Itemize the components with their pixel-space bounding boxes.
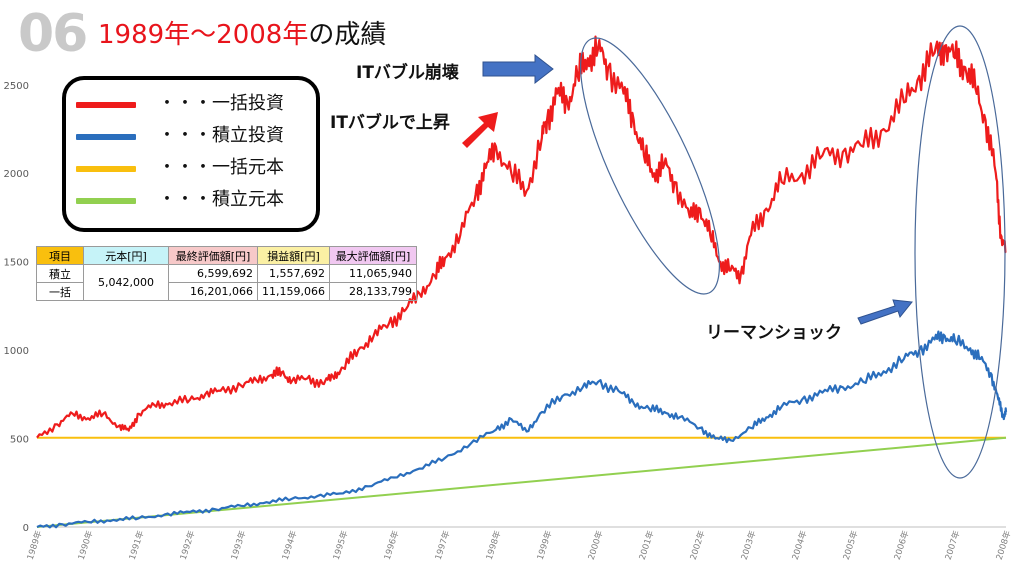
annotation-it-bubble-collapse: ITバブル崩壊 xyxy=(356,63,459,83)
final-value-cell: 6,599,692 xyxy=(168,264,258,283)
x-tick-label: 1994年 xyxy=(280,529,300,562)
row-label: 一括 xyxy=(36,282,84,301)
it-rise-arrow-icon xyxy=(462,112,498,148)
legend-label: ・・・一括投資 xyxy=(158,93,284,114)
x-tick-label: 2003年 xyxy=(739,529,759,562)
dca-line xyxy=(36,330,1008,529)
y-tick-label: 2000 xyxy=(4,169,29,180)
annotation-it-bubble-rise: ITバブルで上昇 xyxy=(330,113,450,133)
max-value-cell: 11,065,940 xyxy=(328,264,417,283)
legend-swatch xyxy=(76,134,136,140)
principal-cell: 5,042,000 xyxy=(83,264,169,301)
legend-label: ・・・積立元本 xyxy=(158,189,284,210)
x-tick-label: 2004年 xyxy=(790,529,810,562)
legend-swatch xyxy=(76,166,136,172)
col-header-principal: 元本[円] xyxy=(83,246,169,265)
col-header-item: 項目 xyxy=(36,246,84,265)
results-table: 項目 元本[円] 最終評価額[円] 損益額[円] 最大評価額[円] 積立 5,0… xyxy=(36,246,417,301)
col-header-profit: 損益額[円] xyxy=(257,246,330,265)
series-layer xyxy=(36,35,1008,529)
y-tick-label: 1000 xyxy=(4,346,29,357)
x-tick-label: 1993年 xyxy=(229,529,249,562)
x-tick-label: 2006年 xyxy=(892,529,912,562)
y-tick-label: 500 xyxy=(10,435,29,446)
col-header-max-value: 最大評価額[円] xyxy=(328,246,417,265)
chart-legend: ・・・一括投資 ・・・積立投資 ・・・一括元本 ・・・積立元本 xyxy=(62,76,320,232)
x-tick-label: 2002年 xyxy=(688,529,708,562)
overlay-layer xyxy=(462,25,1006,479)
title-suffix: の成績 xyxy=(308,20,387,50)
x-tick-label: 2008年 xyxy=(994,529,1014,562)
it-collapse-arrow-icon xyxy=(482,53,554,85)
y-tick-label: 0 xyxy=(23,523,29,534)
profit-cell: 11,159,066 xyxy=(257,282,330,301)
x-tick-label: 1992年 xyxy=(178,529,198,562)
legend-label: ・・・積立投資 xyxy=(158,125,284,146)
x-tick-label: 1990年 xyxy=(76,529,96,562)
x-tick-label: 1995年 xyxy=(331,529,351,562)
x-tick-label: 1997年 xyxy=(433,529,453,562)
col-header-final-value: 最終評価額[円] xyxy=(168,246,258,265)
x-tick-label: 2001年 xyxy=(637,529,657,562)
y-tick-label: 2500 xyxy=(4,81,29,92)
legend-swatch xyxy=(76,198,136,204)
row-label: 積立 xyxy=(36,264,84,283)
legend-swatch xyxy=(76,102,136,108)
lehman-arrow-icon xyxy=(857,299,913,325)
x-tick-label: 1998年 xyxy=(484,529,504,562)
it-bubble-ellipse xyxy=(580,37,720,295)
table-header-row: 項目 元本[円] 最終評価額[円] 損益額[円] 最大評価額[円] xyxy=(36,246,417,265)
x-tick-label: 1999年 xyxy=(535,529,555,562)
x-tick-label: 1996年 xyxy=(382,529,402,562)
slide-title: 1989年〜2008年の成績 xyxy=(98,18,386,52)
final-value-cell: 16,201,066 xyxy=(168,282,258,301)
x-tick-label: 2007年 xyxy=(943,529,963,562)
x-tick-label: 2000年 xyxy=(586,529,606,562)
legend-label: ・・・一括元本 xyxy=(158,157,284,178)
profit-cell: 1,557,692 xyxy=(257,264,330,283)
table-row: 積立 5,042,000 6,599,692 1,557,692 11,065,… xyxy=(36,264,417,301)
x-tick-label: 1991年 xyxy=(127,529,147,562)
title-period: 1989年〜2008年 xyxy=(98,20,309,50)
annotation-lehman-shock: リーマンショック xyxy=(706,323,842,343)
max-value-cell: 28,133,799 xyxy=(328,282,417,301)
x-tick-label: 2005年 xyxy=(841,529,861,562)
slide-number: 06 xyxy=(18,4,88,64)
lump-sum-line xyxy=(36,35,1007,439)
table-row: 一括 16,201,066 11,159,066 28,133,799 xyxy=(36,282,417,301)
lehman-shock-ellipse xyxy=(914,25,1006,479)
dca-principal-line xyxy=(36,436,1007,528)
y-tick-label: 1500 xyxy=(4,258,29,269)
